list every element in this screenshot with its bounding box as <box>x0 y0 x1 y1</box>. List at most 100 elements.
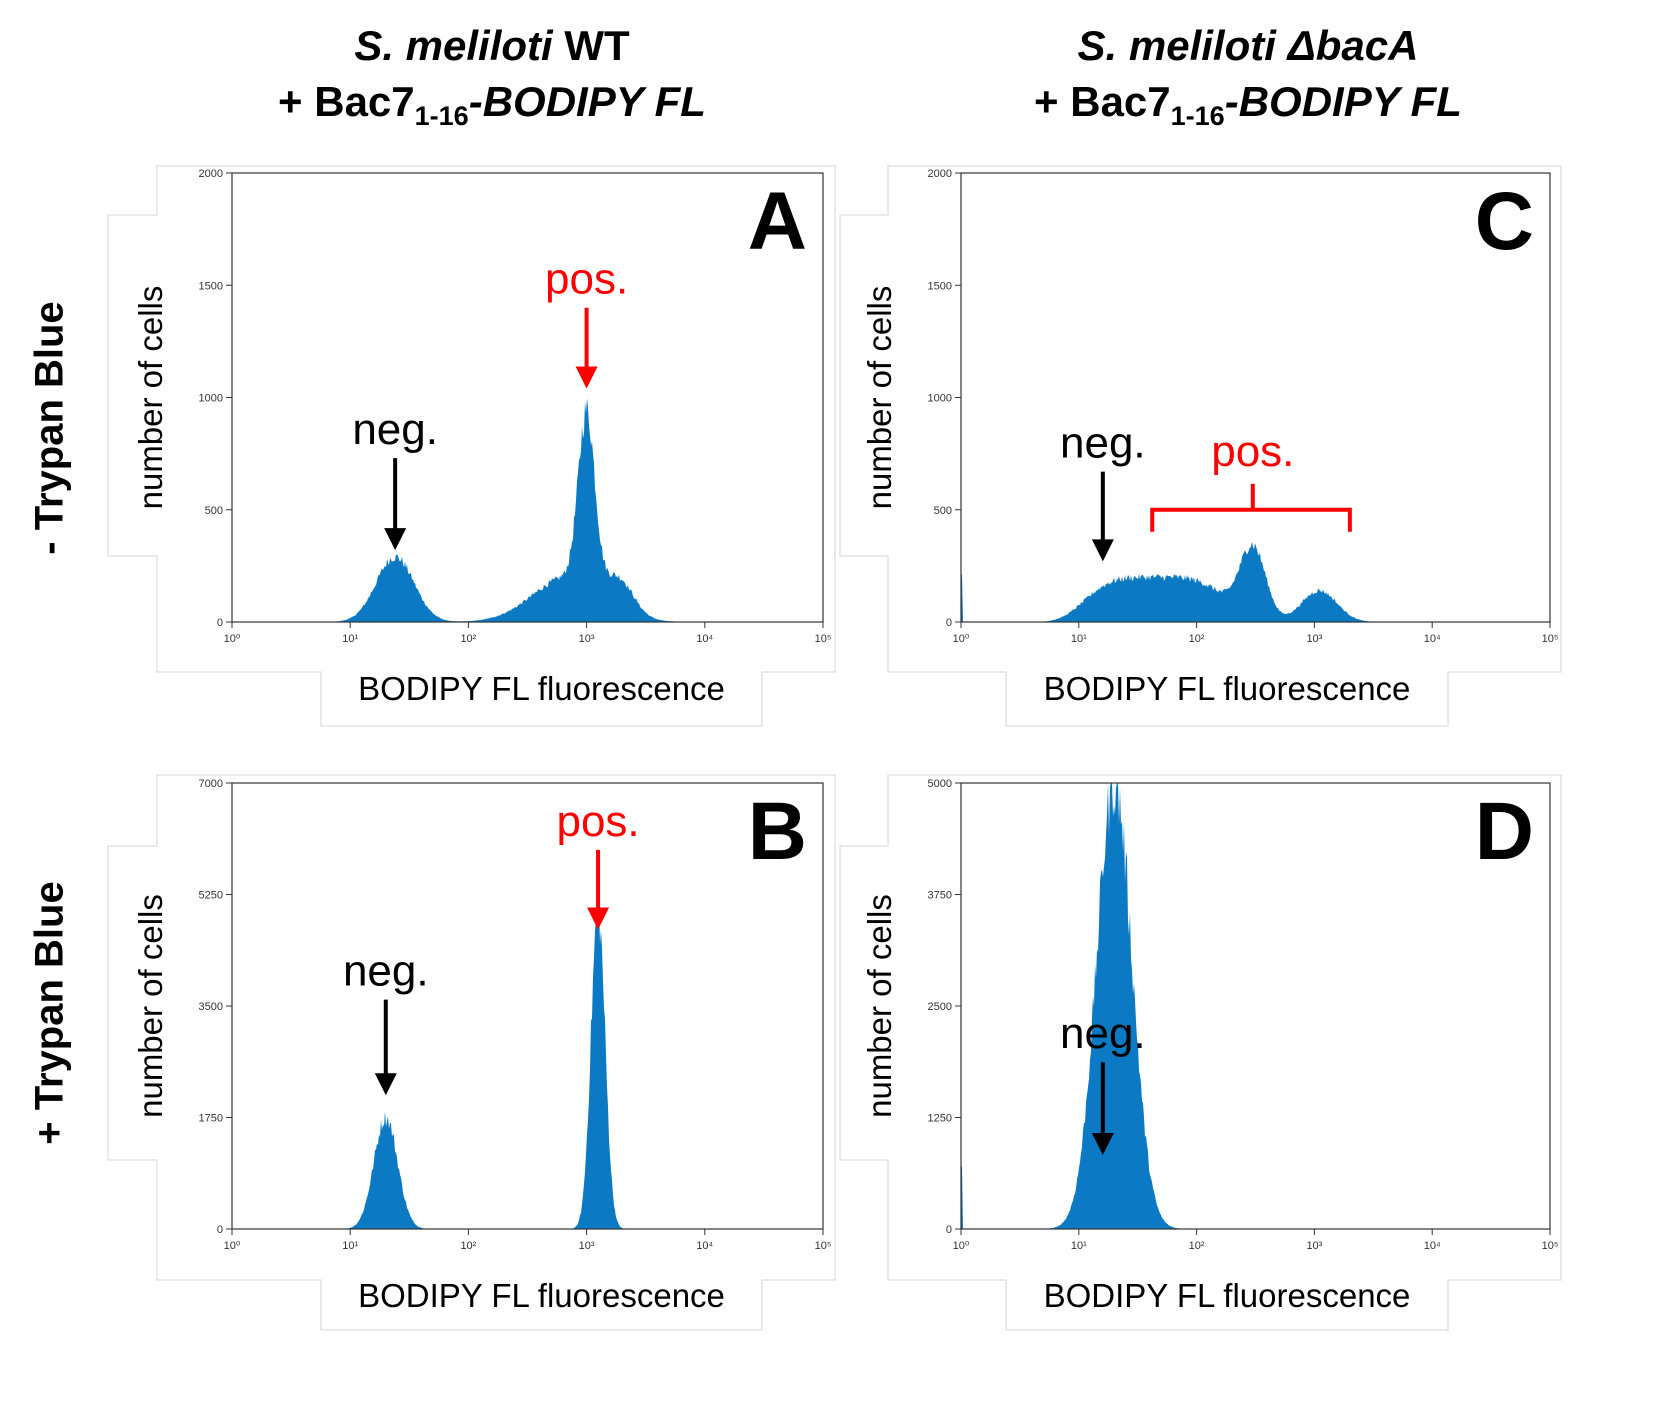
panel-frame <box>107 774 836 1331</box>
arrow-label: neg. <box>1060 419 1146 468</box>
x-axis-title: BODIPY FL fluorescence <box>358 1277 725 1314</box>
y-tick-label: 7000 <box>199 778 223 790</box>
x-tick-label: 10² <box>460 633 476 645</box>
y-tick-label: 2000 <box>199 168 223 180</box>
y-tick-label: 5250 <box>199 890 223 902</box>
x-axis-title: BODIPY FL fluorescence <box>1044 1277 1411 1314</box>
x-axis-title: BODIPY FL fluorescence <box>358 670 725 707</box>
arrow-label: pos. <box>545 255 628 304</box>
arrow-head <box>587 907 610 930</box>
plot-area-border <box>231 172 824 623</box>
x-tick-label: 10⁰ <box>953 633 970 645</box>
x-axis-title: BODIPY FL fluorescence <box>1044 670 1411 707</box>
x-tick-label: 10² <box>460 1240 476 1252</box>
panel-letter: A <box>748 176 807 267</box>
x-tick-label: 10⁴ <box>696 1240 713 1252</box>
x-tick-label: 10⁵ <box>815 633 832 645</box>
y-tick-label: 2500 <box>928 1001 952 1013</box>
histogram-series <box>232 398 823 622</box>
panel-letter: D <box>1475 786 1534 877</box>
peptide-name: + Bac7 <box>278 78 415 125</box>
arrow-label: pos. <box>556 797 639 846</box>
y-axis-title: number of cells <box>861 894 898 1118</box>
y-axis-title: number of cells <box>132 894 169 1118</box>
dye-name: -BODIPY FL <box>468 78 706 125</box>
y-tick-label: 3750 <box>928 890 952 902</box>
y-tick-label: 1500 <box>199 280 223 292</box>
pos-arrow: pos. <box>556 797 640 930</box>
strain-name: ΔbacA <box>1287 22 1419 69</box>
histogram-panel-b: 0 1750 3500 5250 7000 10⁰ 10¹ 10² 10³ 10⁴ 10⁵ BODIP… <box>107 774 836 1331</box>
neg-arrow: neg. <box>352 405 438 551</box>
arrow-head <box>384 528 407 551</box>
histogram-series <box>232 899 823 1229</box>
panel-frame <box>107 165 836 727</box>
arrow-head <box>1091 539 1114 562</box>
x-tick-label: 10⁵ <box>1542 1240 1559 1252</box>
x-tick-label: 10⁴ <box>1424 633 1441 645</box>
pos-arrow: pos. <box>545 255 628 389</box>
panel-frame <box>839 165 1562 727</box>
y-tick-label: 500 <box>205 505 223 517</box>
y-tick-label: 2000 <box>928 168 952 180</box>
peptide-name: + Bac7 <box>1034 78 1171 125</box>
x-tick-label: 10⁴ <box>1424 1240 1441 1252</box>
y-tick-label: 0 <box>217 617 223 629</box>
arrow-head <box>575 366 598 389</box>
x-tick-label: 10¹ <box>342 1240 358 1252</box>
species-name: S. meliloti <box>1077 22 1276 69</box>
y-tick-label: 0 <box>946 1224 952 1236</box>
x-tick-label: 10³ <box>579 633 595 645</box>
pos-bracket: pos. <box>1150 427 1352 532</box>
neg-arrow: neg. <box>1060 419 1146 562</box>
panel-letter: B <box>748 786 807 877</box>
dye-name: -BODIPY FL <box>1224 78 1462 125</box>
peptide-subscript: 1-16 <box>414 101 469 131</box>
x-tick-label: 10² <box>1189 633 1205 645</box>
x-tick-label: 10¹ <box>1071 1240 1087 1252</box>
y-axis-title: number of cells <box>861 286 898 510</box>
arrow-label: neg. <box>343 947 429 996</box>
panel-frame <box>839 774 1562 1331</box>
y-tick-label: 0 <box>946 617 952 629</box>
plot-area-border <box>231 782 824 1230</box>
histogram-series <box>961 541 1550 622</box>
bracket-label: pos. <box>1211 427 1294 476</box>
y-tick-label: 1000 <box>928 393 952 405</box>
column-title-bacA: S. meliloti ΔbacA + Bac71-16-BODIPY FL <box>968 18 1528 144</box>
histogram-panel-c: 0 500 1000 1500 2000 10⁰ 10¹ 10² 10³ 10⁴ 10⁵ BODIPY… <box>839 165 1562 727</box>
y-tick-label: 1500 <box>928 280 952 292</box>
bracket-line <box>1150 483 1352 532</box>
x-tick-label: 10⁵ <box>815 1240 832 1252</box>
arrow-label: neg. <box>1060 1009 1146 1058</box>
y-tick-label: 1250 <box>928 1113 952 1125</box>
x-tick-label: 10⁰ <box>224 1240 241 1252</box>
y-tick-label: 500 <box>934 505 952 517</box>
x-tick-label: 10³ <box>579 1240 595 1252</box>
y-tick-label: 3500 <box>199 1001 223 1013</box>
arrow-head <box>1091 1132 1114 1155</box>
arrow-head <box>374 1073 397 1096</box>
y-tick-label: 1750 <box>199 1113 223 1125</box>
panel-letter: C <box>1475 176 1534 267</box>
y-axis-title: number of cells <box>132 286 169 510</box>
x-tick-label: 10⁰ <box>224 633 241 645</box>
x-tick-label: 10³ <box>1306 633 1322 645</box>
species-name: S. meliloti <box>354 22 553 69</box>
x-tick-label: 10⁴ <box>696 633 713 645</box>
x-tick-label: 10³ <box>1306 1240 1322 1252</box>
peptide-subscript: 1-16 <box>1170 101 1225 131</box>
x-tick-label: 10⁵ <box>1542 633 1559 645</box>
y-tick-label: 1000 <box>199 393 223 405</box>
column-title-wt: S. meliloti WT + Bac71-16-BODIPY FL <box>212 18 772 144</box>
arrow-label: neg. <box>352 405 438 454</box>
histogram-panel-a: 0 500 1000 1500 2000 10⁰ 10¹ 10² 10³ 10⁴ 10⁵ BODIPY… <box>107 165 836 727</box>
y-tick-label: 0 <box>217 1224 223 1236</box>
x-tick-label: 10¹ <box>1071 633 1087 645</box>
strain-name: WT <box>564 22 630 69</box>
x-tick-label: 10⁰ <box>953 1240 970 1252</box>
x-tick-label: 10² <box>1189 1240 1205 1252</box>
neg-arrow: neg. <box>343 947 429 1096</box>
plot-area-border <box>960 782 1551 1230</box>
